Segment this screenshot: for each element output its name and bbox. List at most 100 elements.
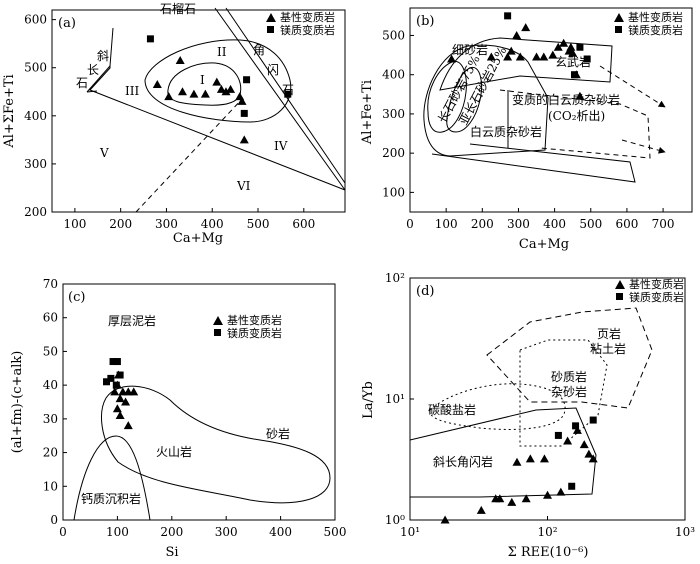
plot-frame <box>409 7 693 213</box>
panel-label: (d) <box>416 284 434 299</box>
point-basic-metamorphic <box>226 84 236 93</box>
label-shale: 页岩 <box>597 326 621 341</box>
label-plagioclase-3: 石 <box>76 76 88 90</box>
point-basic-metamorphic <box>543 490 552 499</box>
axis-ticks: 0 100 200 300 400 500 0 10 20 30 40 50 60 70 <box>43 277 347 539</box>
point-basic-metamorphic <box>486 52 496 61</box>
y-tick-label: 400 <box>382 68 405 82</box>
x-tick-label: 400 <box>201 217 224 231</box>
point-magnesian-metamorphic <box>571 71 578 79</box>
legend-square-marker <box>267 26 274 33</box>
point-basic-metamorphic <box>164 92 174 101</box>
point-basic-metamorphic <box>121 397 131 406</box>
point-magnesian-metamorphic <box>113 358 121 366</box>
point-magnesian-metamorphic <box>554 431 562 439</box>
x-tick-label: 0 <box>59 525 67 539</box>
y-tick-label: 10² <box>385 271 405 285</box>
data-points <box>103 358 139 430</box>
amphibolite-field <box>409 407 597 498</box>
arrow-upper <box>599 65 666 108</box>
field-boundaries <box>409 307 653 498</box>
y-tick-label: 400 <box>24 109 47 123</box>
y-tick-label: 10⁰ <box>385 513 405 527</box>
legend: 基性变质岩 镁质变质岩 <box>615 277 684 304</box>
legend-triangle-marker <box>266 13 276 22</box>
x-tick-label: 100 <box>63 217 86 231</box>
point-basic-metamorphic <box>539 454 549 463</box>
y-tick-label: 300 <box>24 157 47 171</box>
legend: 基性变质岩 镁质变质岩 <box>266 10 335 37</box>
point-magnesian-metamorphic <box>146 35 154 43</box>
x-tick-label: 300 <box>155 217 178 231</box>
garnet-dashed-line <box>135 97 244 213</box>
label-volcanic: 火山岩 <box>156 444 192 459</box>
legend-triangle-marker <box>615 280 625 289</box>
x-tick-label: 200 <box>160 525 183 539</box>
y-tick-label: 60 <box>43 311 58 325</box>
y-tick-label: 200 <box>382 146 405 160</box>
x-tick-label: 400 <box>269 525 292 539</box>
point-magnesian-metamorphic <box>576 43 584 51</box>
x-tick-label: 10¹ <box>400 525 420 539</box>
point-basic-metamorphic <box>584 449 594 458</box>
point-basic-metamorphic <box>548 50 558 59</box>
point-magnesian-metamorphic <box>103 378 111 386</box>
point-magnesian-metamorphic <box>116 371 124 379</box>
outer-envelope <box>144 39 292 123</box>
volcanic-field <box>101 385 331 504</box>
y-tick-label: 500 <box>382 28 405 42</box>
y-tick-label: 30 <box>43 412 58 426</box>
legend-basic-label: 基性变质岩 <box>629 277 684 291</box>
point-basic-metamorphic <box>512 457 522 466</box>
data-points <box>440 416 598 524</box>
y-tick-label: 10 <box>43 479 58 493</box>
point-basic-metamorphic <box>556 487 566 496</box>
point-basic-metamorphic <box>200 89 210 98</box>
y-axis-title: Al+ΣFe+Ti <box>2 74 17 148</box>
point-basic-metamorphic <box>525 454 535 463</box>
label-fine-sandstone: 细砂岩 <box>452 42 488 57</box>
field-VI: VI <box>236 179 251 193</box>
y-tick-label: 40 <box>43 378 58 392</box>
legend-basic-label: 基性变质岩 <box>628 10 683 24</box>
y-tick-label: 100 <box>382 185 405 199</box>
point-basic-metamorphic <box>588 454 598 463</box>
point-basic-metamorphic <box>239 135 249 144</box>
plot-frame <box>51 9 346 213</box>
arkose-ellipse <box>427 60 467 133</box>
legend: 基性变质岩 镁质变质岩 <box>213 313 282 340</box>
label-plagioclase-2: 长 <box>87 63 99 77</box>
dolomitic-greywacke-solid <box>431 143 636 183</box>
point-basic-metamorphic <box>566 42 576 51</box>
x-tick-label: 200 <box>109 217 132 231</box>
point-magnesian-metamorphic <box>112 381 120 389</box>
point-magnesian-metamorphic <box>243 76 251 84</box>
field-boundaries <box>423 37 666 183</box>
point-basic-metamorphic <box>506 46 516 55</box>
y-axis-title: La/Yb <box>361 381 376 419</box>
label-sandstone: 砂岩 <box>266 426 290 441</box>
point-basic-metamorphic <box>521 23 531 32</box>
label-hornblende-2: 闪 <box>267 63 279 77</box>
point-magnesian-metamorphic <box>572 422 580 430</box>
label-garnet: 石榴石 <box>160 2 196 16</box>
x-tick-label: 100 <box>106 525 129 539</box>
x-tick-label: 300 <box>507 217 530 231</box>
legend-mafic-label: 镁质变质岩 <box>628 23 683 37</box>
y-tick-label: 200 <box>24 205 47 219</box>
label-thick-mudstone: 厚层泥岩 <box>108 313 156 328</box>
point-basic-metamorphic <box>216 84 226 93</box>
field-I: I <box>200 73 205 87</box>
label-metamorphosed-dolomitic-greywacke: 变质的白云质杂砂岩 <box>512 92 620 107</box>
legend-basic-label: 基性变质岩 <box>227 313 282 327</box>
point-magnesian-metamorphic <box>568 482 576 490</box>
point-basic-metamorphic <box>495 494 505 503</box>
point-magnesian-metamorphic <box>109 358 117 366</box>
x-tick-label: 600 <box>615 217 638 231</box>
plot-frame <box>62 283 336 521</box>
label-dolomitic-greywacke: 白云质杂砂岩 <box>470 124 542 139</box>
field-labels: 页岩 粘土岩 砂质岩 杂砂岩 碳酸盐岩 斜长角闪岩 <box>428 326 626 469</box>
field-III: III <box>125 84 139 98</box>
panel-label: (a) <box>58 16 76 31</box>
